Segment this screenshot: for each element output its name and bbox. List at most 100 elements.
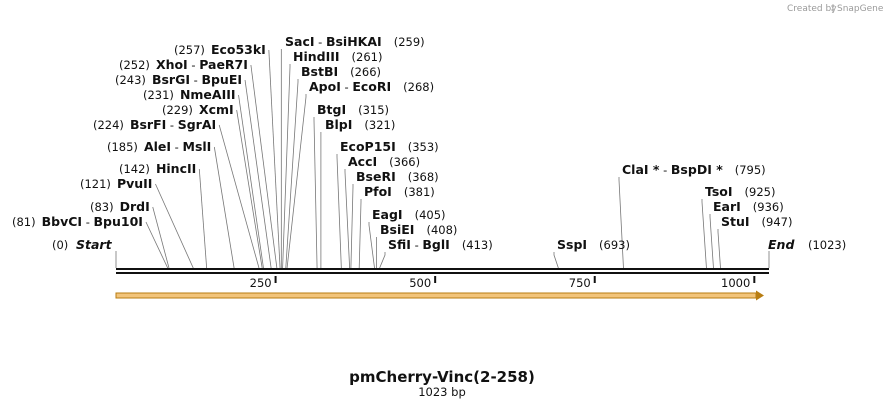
site-separator: - bbox=[82, 215, 93, 229]
site-position: (366) bbox=[389, 155, 420, 169]
site-leader-line bbox=[618, 177, 624, 269]
site-name: DrdI bbox=[120, 199, 150, 214]
dna-strand[interactable] bbox=[116, 268, 769, 274]
site-leader-line bbox=[213, 146, 235, 269]
site-name: HincII bbox=[156, 161, 196, 176]
enzyme-site-label[interactable]: BtgI (315) bbox=[317, 102, 389, 117]
snapgene-logo-icon bbox=[831, 4, 835, 12]
site-position: (936) bbox=[753, 200, 784, 214]
enzyme-site-label[interactable]: TsoI (925) bbox=[705, 184, 775, 199]
start-position: (0) bbox=[52, 238, 68, 252]
enzyme-site-label[interactable]: (185) AleI - MslI bbox=[107, 139, 211, 154]
site-separator: - bbox=[190, 73, 201, 87]
enzyme-site-label[interactable]: ApoI - EcoRI (268) bbox=[309, 79, 434, 94]
enzyme-site-label[interactable]: (229) XcmI bbox=[162, 102, 234, 117]
ruler-tick-label: 250 bbox=[250, 276, 272, 290]
site-name: EagI bbox=[372, 207, 403, 222]
site-name: PvuII bbox=[117, 176, 153, 191]
site-name: AleI bbox=[144, 139, 171, 154]
feature-arrowhead-icon bbox=[756, 290, 764, 301]
site-name: BsrFI bbox=[130, 117, 166, 132]
leader-lines bbox=[145, 49, 721, 269]
credit-brand: SnapGene bbox=[837, 4, 884, 14]
ruler-tick-label: 500 bbox=[409, 276, 431, 290]
site-leader-line bbox=[350, 184, 354, 269]
site-leader-line bbox=[145, 221, 169, 269]
site-position: (185) bbox=[107, 140, 138, 154]
site-name: BsrGI bbox=[152, 72, 190, 87]
site-name: HindIII bbox=[293, 49, 340, 64]
enzyme-site-label[interactable]: (142) HincII bbox=[119, 161, 196, 176]
enzyme-site-label[interactable]: SacI - BsiHKAI (259) bbox=[285, 34, 425, 49]
site-leader-line bbox=[717, 229, 721, 269]
enzyme-site-label[interactable]: (81) BbvCI - Bpu10I bbox=[12, 214, 143, 229]
ruler: 250 500 750 1000 bbox=[250, 276, 756, 290]
enzyme-site-labels: (81) BbvCI - Bpu10I(83) DrdI (121) PvuII(142… bbox=[12, 34, 792, 252]
site-name-alt: SgrAI bbox=[178, 117, 216, 132]
site-separator: - bbox=[341, 80, 352, 94]
end-label[interactable]: End bbox=[768, 237, 795, 252]
enzyme-site-label[interactable]: EarI (936) bbox=[713, 199, 784, 214]
site-separator: - bbox=[411, 238, 422, 252]
enzyme-site-label[interactable]: BseRI (368) bbox=[356, 169, 439, 184]
plasmid-length: 1023 bp bbox=[418, 385, 466, 399]
site-position: (266) bbox=[350, 65, 381, 79]
site-name: SspI bbox=[557, 237, 587, 252]
site-name: SfiI bbox=[388, 237, 411, 252]
site-position: (142) bbox=[119, 162, 150, 176]
site-name-alt: BspDI * bbox=[671, 162, 723, 177]
site-position: (413) bbox=[462, 238, 493, 252]
site-leader-line bbox=[244, 79, 272, 269]
enzyme-site-label[interactable]: (121) PvuII bbox=[80, 176, 152, 191]
enzyme-site-label[interactable]: (243) BsrGI - BpuEI bbox=[115, 72, 242, 87]
site-position: (257) bbox=[174, 43, 205, 57]
enzyme-site-label[interactable]: BsiEI (408) bbox=[380, 222, 457, 237]
site-name: BtgI bbox=[317, 102, 346, 117]
site-name: SacI bbox=[285, 34, 315, 49]
site-name: StuI bbox=[721, 214, 750, 229]
site-leader-line bbox=[250, 64, 278, 269]
site-position: (229) bbox=[162, 103, 193, 117]
enzyme-site-label[interactable]: EagI (405) bbox=[372, 207, 446, 222]
credit-prefix: Created by bbox=[787, 4, 837, 14]
site-name: XcmI bbox=[199, 102, 234, 117]
site-position: (381) bbox=[404, 185, 435, 199]
site-name: Eco53kI bbox=[211, 42, 266, 57]
enzyme-site-label[interactable]: StuI (947) bbox=[721, 214, 792, 229]
site-name: NmeAIII bbox=[180, 87, 236, 102]
enzyme-site-label[interactable]: BstBI (266) bbox=[301, 64, 381, 79]
site-position: (925) bbox=[745, 185, 776, 199]
enzyme-site-label[interactable]: EcoP15I (353) bbox=[340, 139, 439, 154]
enzyme-site-label[interactable]: BlpI (321) bbox=[325, 117, 395, 132]
site-position: (121) bbox=[80, 177, 111, 191]
site-leader-line bbox=[709, 214, 714, 269]
enzyme-site-label[interactable]: (252) XhoI - PaeR7I bbox=[119, 57, 248, 72]
site-leader-line bbox=[368, 222, 375, 269]
enzyme-site-label[interactable]: (224) BsrFI - SgrAI bbox=[93, 117, 216, 132]
site-position: (321) bbox=[364, 118, 395, 132]
site-separator: - bbox=[166, 118, 177, 132]
site-name: EcoP15I bbox=[340, 139, 396, 154]
site-leader-line bbox=[218, 124, 260, 269]
enzyme-site-label[interactable]: HindIII (261) bbox=[293, 49, 382, 64]
site-leader-line bbox=[268, 49, 281, 269]
site-position: (408) bbox=[426, 223, 457, 237]
enzyme-site-label[interactable]: ClaI * - BspDI * (795) bbox=[622, 162, 766, 177]
start-label[interactable]: Start bbox=[76, 237, 113, 252]
enzyme-site-label[interactable]: (83) DrdI bbox=[90, 199, 150, 214]
enzyme-site-label[interactable]: (257) Eco53kI bbox=[174, 42, 266, 57]
site-position: (83) bbox=[90, 200, 114, 214]
enzyme-site-label[interactable]: PfoI (381) bbox=[364, 184, 435, 199]
enzyme-site-label[interactable]: SfiI - BglI (413) bbox=[388, 237, 493, 252]
site-leader-line bbox=[282, 64, 291, 269]
site-position: (368) bbox=[408, 170, 439, 184]
enzyme-site-label[interactable]: (231) NmeAIII bbox=[143, 87, 236, 102]
site-position: (243) bbox=[115, 73, 146, 87]
enzyme-site-label[interactable]: AccI (366) bbox=[348, 154, 420, 169]
site-name: ClaI * bbox=[622, 162, 660, 177]
site-position: (224) bbox=[93, 118, 124, 132]
enzyme-site-label[interactable]: SspI (693) bbox=[557, 237, 630, 252]
orf-feature-arrow[interactable] bbox=[115, 290, 764, 301]
site-name: EarI bbox=[713, 199, 741, 214]
site-separator: - bbox=[315, 35, 326, 49]
